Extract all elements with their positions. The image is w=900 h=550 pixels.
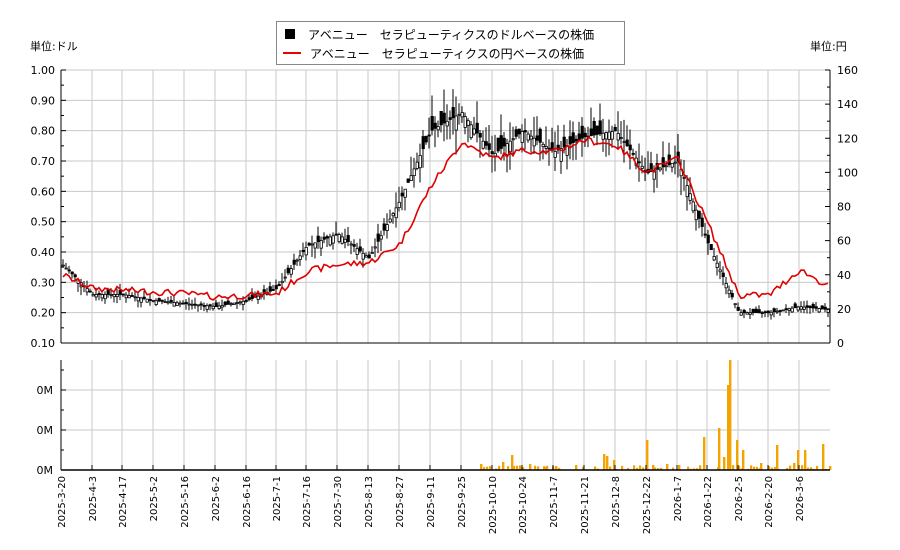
right-tick-label: 40 [837, 269, 851, 282]
left-tick-label: 0.90 [31, 94, 56, 107]
volume-bars [480, 360, 832, 470]
x-tick-label: 2025-12-8 [611, 476, 622, 528]
legend-label-jpy: アベニュー セラピューティクスの円ベースの株価 [310, 46, 585, 61]
right-tick-label: 160 [837, 64, 858, 77]
x-tick-label: 2025-8-13 [364, 476, 375, 528]
x-tick-label: 2025-7-30 [333, 476, 344, 528]
right-tick-label: 80 [837, 201, 851, 214]
x-tick-label: 2025-11-7 [549, 476, 560, 528]
x-tick-label: 2026-1-7 [673, 476, 684, 521]
x-tick-label: 2025-8-27 [395, 476, 406, 528]
left-tick-label: 0.40 [31, 246, 56, 259]
x-tick-label: 2025-7-16 [302, 476, 313, 528]
grid-lines [60, 69, 830, 470]
legend-item-usd: アベニュー セラピューティクスのドルベースの株価 [283, 25, 594, 43]
left-axis-ticks: 1.00 0.90 0.80 0.70 0.60 0.50 0.40 0.30 0.20 0.10 [31, 64, 66, 350]
left-tick-label: 0.70 [31, 155, 56, 168]
left-tick-label: 0.50 [31, 216, 56, 229]
x-tick-label: 2025-4-17 [118, 476, 129, 528]
x-tick-label: 2025-4-3 [88, 476, 99, 521]
axes [60, 70, 831, 471]
x-tick-label: 2026-2-20 [764, 476, 775, 528]
right-tick-label: 20 [837, 303, 851, 316]
x-tick-label: 2025-5-16 [180, 476, 191, 528]
candlestick-swatch-icon [285, 29, 295, 39]
x-tick-label: 2026-1-22 [703, 476, 714, 528]
right-axis-unit: 単位:円 [810, 39, 847, 53]
left-tick-label: 0.10 [31, 337, 56, 350]
x-axis-ticks: 2025-3-20 2025-4-3 2025-4-17 2025-5-2 2025-5… [57, 465, 806, 534]
x-tick-label: 2025-9-11 [426, 476, 437, 528]
volume-tick-label: 0M [37, 464, 54, 477]
x-tick-label: 2025-6-16 [242, 476, 253, 528]
right-tick-label: 140 [837, 98, 858, 111]
x-tick-label: 2025-5-2 [149, 476, 160, 521]
right-tick-label: 0 [837, 337, 844, 350]
left-tick-label: 0.20 [31, 307, 56, 320]
x-tick-label: 2026-3-6 [795, 476, 806, 521]
yen-price-line [62, 136, 829, 301]
chart-legend: アベニュー セラピューティクスのドルベースの株価 アベニュー セラピューティクス… [276, 21, 625, 65]
x-tick-label: 2025-10-24 [518, 476, 529, 534]
left-tick-label: 0.60 [31, 185, 56, 198]
volume-tick-label: 0M [37, 384, 54, 397]
left-tick-label: 1.00 [31, 64, 56, 77]
x-tick-label: 2025-3-20 [57, 476, 68, 528]
left-axis-unit: 単位:ドル [30, 39, 78, 53]
candlestick-series [61, 89, 830, 320]
right-tick-label: 60 [837, 235, 851, 248]
x-tick-label: 2025-11-21 [580, 476, 591, 534]
x-tick-label: 2025-6-2 [211, 476, 222, 521]
right-tick-label: 100 [837, 166, 858, 179]
volume-tick-label: 0M [37, 424, 54, 437]
legend-item-jpy: アベニュー セラピューティクスの円ベースの株価 [283, 44, 584, 62]
x-tick-label: 2025-9-25 [457, 476, 468, 528]
legend-label-usd: アベニュー セラピューティクスのドルベースの株価 [308, 27, 595, 42]
right-axis-ticks: 160 140 120 100 80 60 40 20 0 [825, 64, 858, 350]
line-swatch-icon [283, 52, 301, 54]
right-tick-label: 120 [837, 132, 858, 145]
left-tick-label: 0.30 [31, 276, 56, 289]
x-tick-label: 2025-12-22 [642, 476, 653, 534]
x-tick-label: 2026-2-5 [734, 476, 745, 521]
left-tick-label: 0.80 [31, 125, 56, 138]
volume-axis-ticks: 0M 0M 0M [37, 369, 66, 477]
x-tick-label: 2025-10-10 [488, 476, 499, 534]
x-tick-label: 2025-7-1 [272, 476, 283, 521]
